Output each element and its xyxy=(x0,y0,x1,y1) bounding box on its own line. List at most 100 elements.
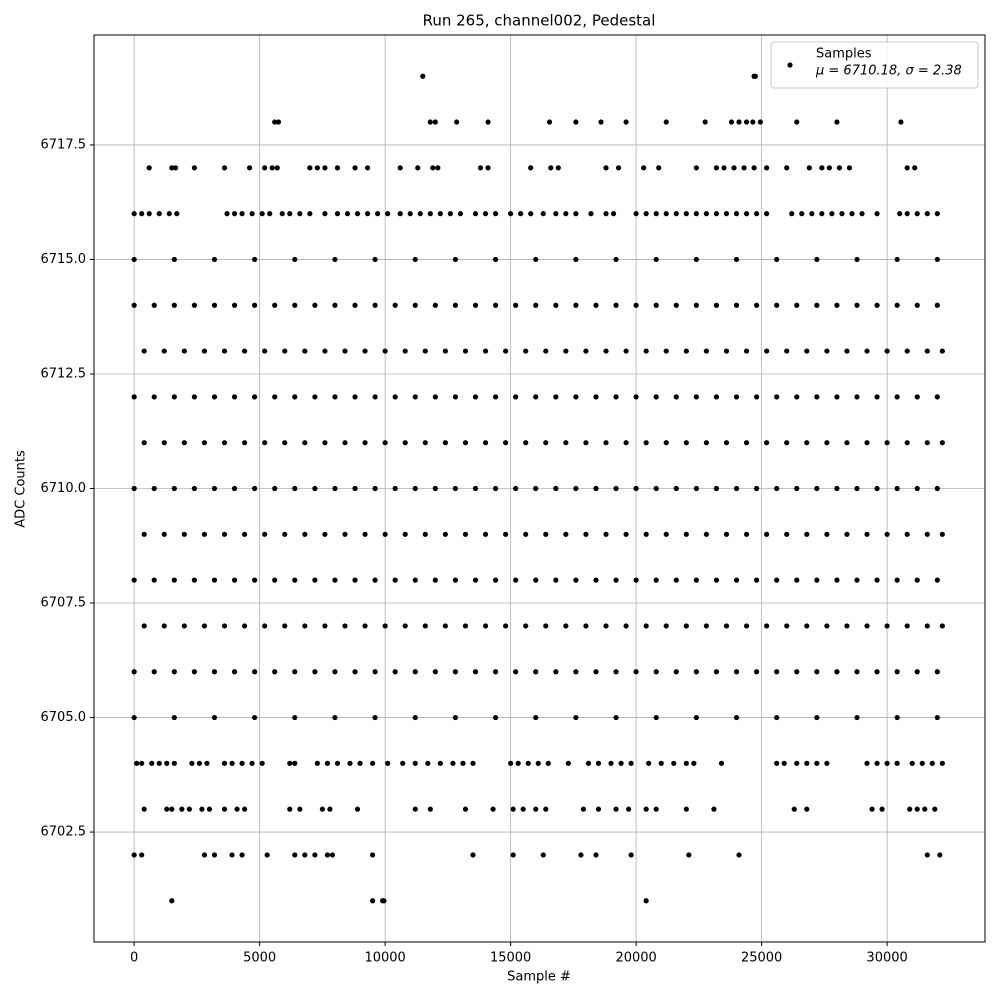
data-point xyxy=(528,165,534,171)
data-point xyxy=(141,440,147,446)
data-point xyxy=(904,440,910,446)
data-point xyxy=(623,119,629,125)
data-point xyxy=(588,211,594,217)
x-tick-label: 30000 xyxy=(866,951,907,966)
data-point xyxy=(430,165,436,171)
data-point xyxy=(314,165,320,171)
data-point xyxy=(693,211,699,217)
data-point xyxy=(713,211,720,217)
data-point xyxy=(743,348,750,354)
data-point xyxy=(234,806,240,812)
data-point xyxy=(894,394,900,400)
data-point xyxy=(573,302,579,308)
data-point xyxy=(603,440,609,446)
data-point xyxy=(844,348,850,354)
data-point xyxy=(161,531,167,537)
data-point xyxy=(578,852,584,858)
data-point xyxy=(131,394,137,400)
data-point xyxy=(171,485,177,492)
data-point xyxy=(282,348,288,354)
data-point xyxy=(784,348,790,354)
data-point xyxy=(894,577,900,583)
data-point xyxy=(543,440,549,446)
data-point xyxy=(864,440,870,446)
data-point xyxy=(252,394,258,400)
data-point xyxy=(470,760,476,766)
data-point xyxy=(231,302,238,308)
data-point xyxy=(229,760,235,766)
data-point xyxy=(327,806,333,812)
data-point xyxy=(312,852,318,858)
data-point xyxy=(435,165,441,171)
data-point xyxy=(513,669,519,675)
data-point xyxy=(204,760,210,766)
data-point xyxy=(472,302,479,308)
data-point xyxy=(131,256,137,263)
data-point xyxy=(733,485,740,492)
data-point xyxy=(221,806,228,812)
data-point xyxy=(610,211,617,217)
data-point xyxy=(814,577,820,583)
data-point xyxy=(297,806,303,812)
data-point xyxy=(427,211,433,217)
data-point xyxy=(156,760,162,766)
data-point xyxy=(613,806,619,812)
data-point xyxy=(402,348,408,354)
data-point xyxy=(510,806,516,812)
data-point xyxy=(683,211,689,217)
data-point xyxy=(693,165,699,171)
data-point xyxy=(460,760,466,766)
data-point xyxy=(864,760,870,766)
data-point xyxy=(774,577,780,583)
data-point xyxy=(262,165,268,171)
data-point xyxy=(736,119,742,125)
data-point xyxy=(201,852,208,858)
data-point xyxy=(764,531,770,537)
data-point xyxy=(146,165,152,171)
data-point xyxy=(287,760,293,766)
data-point xyxy=(764,623,770,629)
data-point xyxy=(382,440,388,446)
data-point xyxy=(362,348,368,354)
data-point xyxy=(272,577,278,583)
data-point xyxy=(282,440,288,446)
data-point xyxy=(894,669,900,675)
data-point xyxy=(490,806,496,812)
data-point xyxy=(540,211,546,217)
data-point xyxy=(894,256,900,263)
plot-frame xyxy=(93,34,986,943)
data-point xyxy=(292,852,298,858)
data-point xyxy=(894,485,900,492)
data-point xyxy=(836,165,843,171)
data-point xyxy=(864,623,870,629)
data-point xyxy=(628,760,634,766)
data-point xyxy=(826,165,832,171)
data-point xyxy=(829,211,835,217)
data-point xyxy=(595,760,602,766)
data-point xyxy=(683,623,689,629)
data-point xyxy=(174,211,180,217)
data-point xyxy=(156,211,162,217)
data-point xyxy=(723,348,730,354)
data-point xyxy=(543,348,549,354)
data-point xyxy=(914,485,920,492)
data-point xyxy=(382,348,388,354)
data-point xyxy=(721,165,727,171)
data-point xyxy=(139,760,145,766)
data-point xyxy=(914,302,920,308)
data-point xyxy=(412,485,418,492)
data-point xyxy=(151,485,157,492)
data-point xyxy=(422,348,428,354)
data-point xyxy=(523,348,529,354)
data-point xyxy=(503,440,509,446)
data-point xyxy=(211,256,218,263)
data-point xyxy=(427,806,433,812)
data-point xyxy=(492,256,499,263)
data-point xyxy=(535,760,541,766)
data-point xyxy=(415,165,421,171)
data-point xyxy=(272,485,278,492)
data-point xyxy=(201,623,208,629)
data-point xyxy=(643,623,649,629)
data-point xyxy=(791,806,797,812)
data-point xyxy=(482,211,489,217)
